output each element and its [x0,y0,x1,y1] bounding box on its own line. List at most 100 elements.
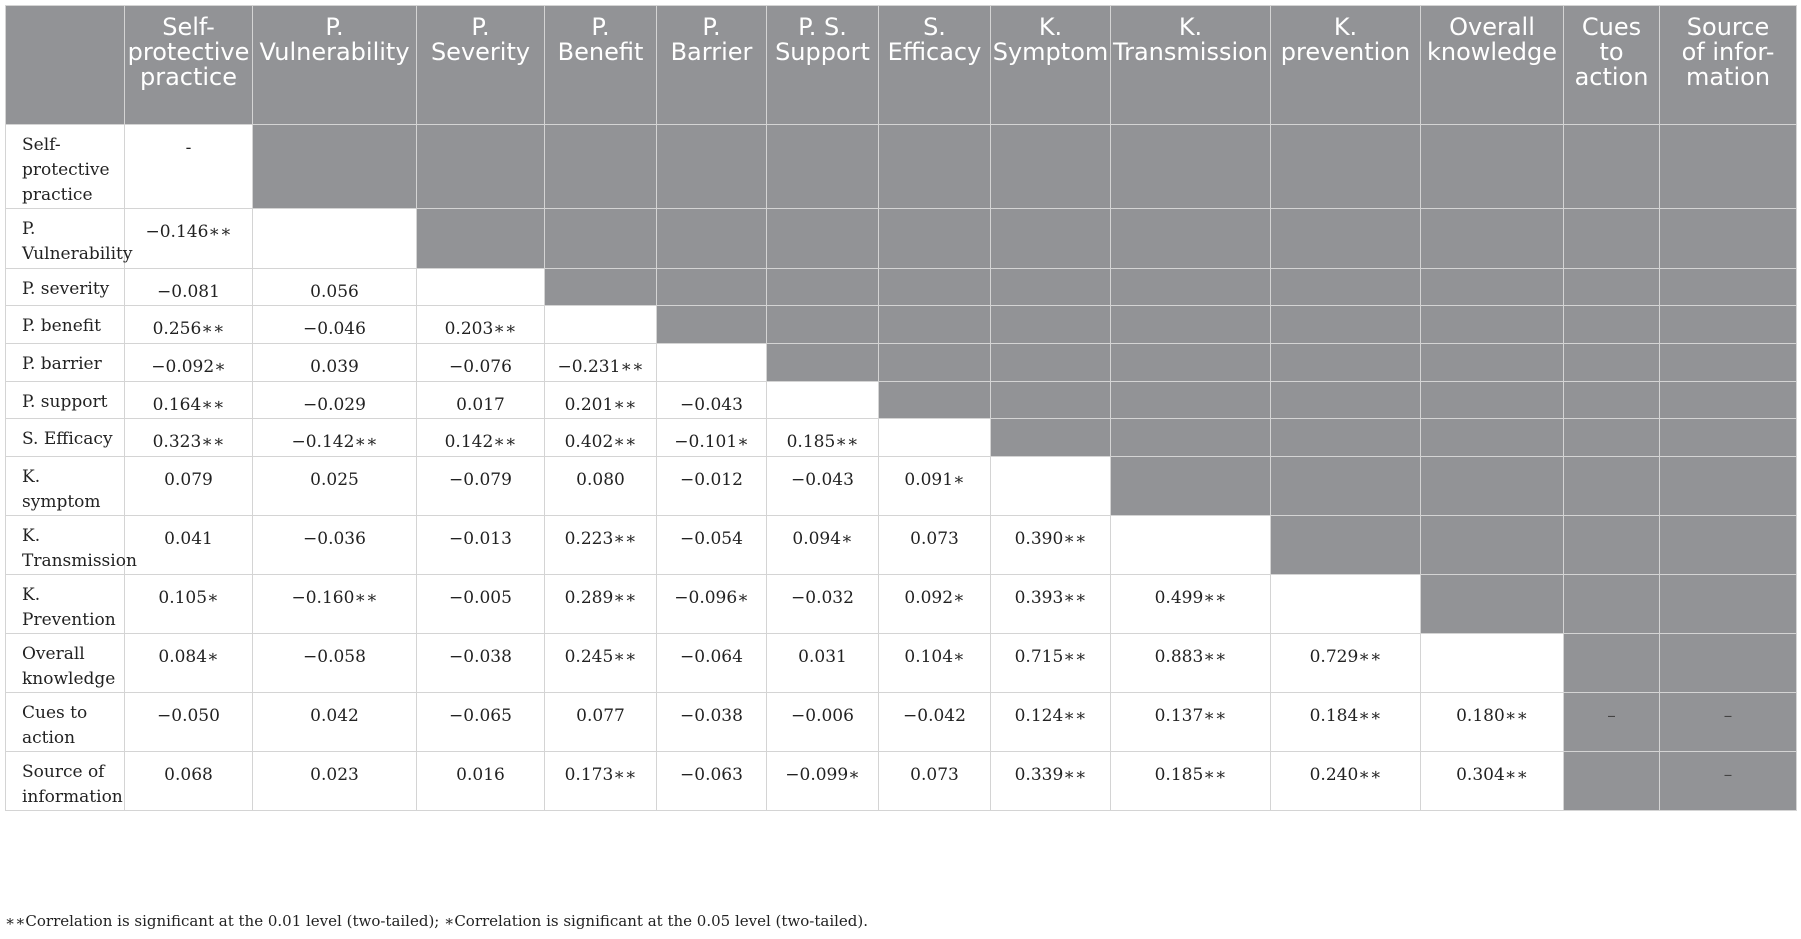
table-cell [1270,456,1421,516]
table-row: P. support 0.164∗∗ −0.029 0.017 0.201∗∗ −0.04… [5,381,1797,419]
column-header: P. Barrier [656,5,767,125]
table-cell: −0.042 [878,692,991,752]
table-cell: −0.029 [252,381,417,419]
table-cell: 0.137∗∗ [1110,692,1271,752]
table-cell [1659,124,1797,209]
table-cell: 0.079 [124,456,253,516]
table-cell [1270,418,1421,457]
table-cell: 0.245∗∗ [544,633,657,693]
table-cell: 0.304∗∗ [1420,751,1564,811]
table-cell: 0.016 [416,751,545,811]
row-label: Source of information [5,751,125,811]
table-cell [990,418,1111,457]
table-cell [990,381,1111,419]
column-header: Source of infor- mation [1659,5,1797,125]
table-cell: - [124,124,253,209]
table-cell: −0.063 [656,751,767,811]
table-cell [1420,574,1564,634]
table-cell [1420,305,1564,344]
table-cell [1270,574,1421,634]
table-cell: 0.203∗∗ [416,305,545,344]
column-header: P. Severity [416,5,545,125]
table-cell: 0.173∗∗ [544,751,657,811]
table-cell: 0.180∗∗ [1420,692,1564,752]
table-cell [1563,124,1660,209]
table-cell: 0.499∗∗ [1110,574,1271,634]
table-row: K. Transmission 0.041 −0.036 −0.013 0.223∗∗ −… [5,515,1797,575]
table-cell [1563,751,1660,811]
table-cell [990,343,1111,382]
row-label: P. support [5,381,125,419]
table-cell [878,343,991,382]
table-cell [1420,343,1564,382]
table-cell [1110,418,1271,457]
table-cell [1420,515,1564,575]
table-cell [878,418,991,457]
table-cell [766,305,879,344]
table-cell: −0.012 [656,456,767,516]
table-cell: 0.289∗∗ [544,574,657,634]
table-cell [1659,515,1797,575]
table-cell [1659,633,1797,693]
table-cell [656,124,767,209]
table-cell: 0.256∗∗ [124,305,253,344]
table-row: Self- protective practice - [5,124,1797,209]
table-row: Source of information 0.068 0.023 0.016 0.17… [5,751,1797,811]
row-label: Overall knowledge [5,633,125,693]
table-cell [1563,381,1660,419]
table-cell [990,456,1111,516]
table-cell: 0.073 [878,751,991,811]
table-cell: −0.092∗ [124,343,253,382]
header-row: Self- protective practice P. Vulnerabilit… [5,5,1797,125]
table-cell [878,305,991,344]
table-cell: −0.065 [416,692,545,752]
table-cell [416,208,545,269]
table-cell [1420,456,1564,516]
table-cell: – [1563,692,1660,752]
table-cell: 0.056 [252,268,417,306]
table-cell [990,124,1111,209]
table-cell: −0.043 [766,456,879,516]
table-cell: −0.038 [416,633,545,693]
table-cell [1110,305,1271,344]
table-cell [544,268,657,306]
table-cell [1659,268,1797,306]
row-label: S. Efficacy [5,418,125,457]
column-header: Overall knowledge [1420,5,1564,125]
table-cell [878,124,991,209]
table-cell: −0.046 [252,305,417,344]
table-cell [878,208,991,269]
table-header: Self- protective practice P. Vulnerabilit… [5,5,1797,125]
table-cell [544,305,657,344]
table-cell: 0.164∗∗ [124,381,253,419]
table-cell [544,124,657,209]
table-cell: −0.058 [252,633,417,693]
table-cell [990,208,1111,269]
table-cell [766,268,879,306]
table-cell [1110,208,1271,269]
table-cell [1420,633,1564,693]
table-cell [1110,268,1271,306]
table-cell: 0.223∗∗ [544,515,657,575]
table-cell: 0.729∗∗ [1270,633,1421,693]
column-header: P. Benefit [544,5,657,125]
table-row: P. severity −0.081 0.056 [5,268,1797,306]
table-cell: 0.142∗∗ [416,418,545,457]
table-cell: 0.084∗ [124,633,253,693]
table-cell: 0.201∗∗ [544,381,657,419]
table-cell [1659,418,1797,457]
table-cell [1659,574,1797,634]
table-row: Cues to action −0.050 0.042 −0.065 0.077 −0.0… [5,692,1797,752]
table-cell [766,208,879,269]
table-cell: −0.146∗∗ [124,208,253,269]
correlation-table-container: Self- protective practice P. Vulnerabilit… [5,5,1797,811]
table-cell: 0.323∗∗ [124,418,253,457]
table-cell [766,124,879,209]
table-footnote: ∗∗Correlation is significant at the 0.01… [5,912,869,930]
table-cell [656,208,767,269]
table-cell [1110,124,1271,209]
table-cell [1563,515,1660,575]
table-cell: −0.096∗ [656,574,767,634]
table-row: Overall knowledge 0.084∗ −0.058 −0.038 0.245… [5,633,1797,693]
table-cell [990,268,1111,306]
